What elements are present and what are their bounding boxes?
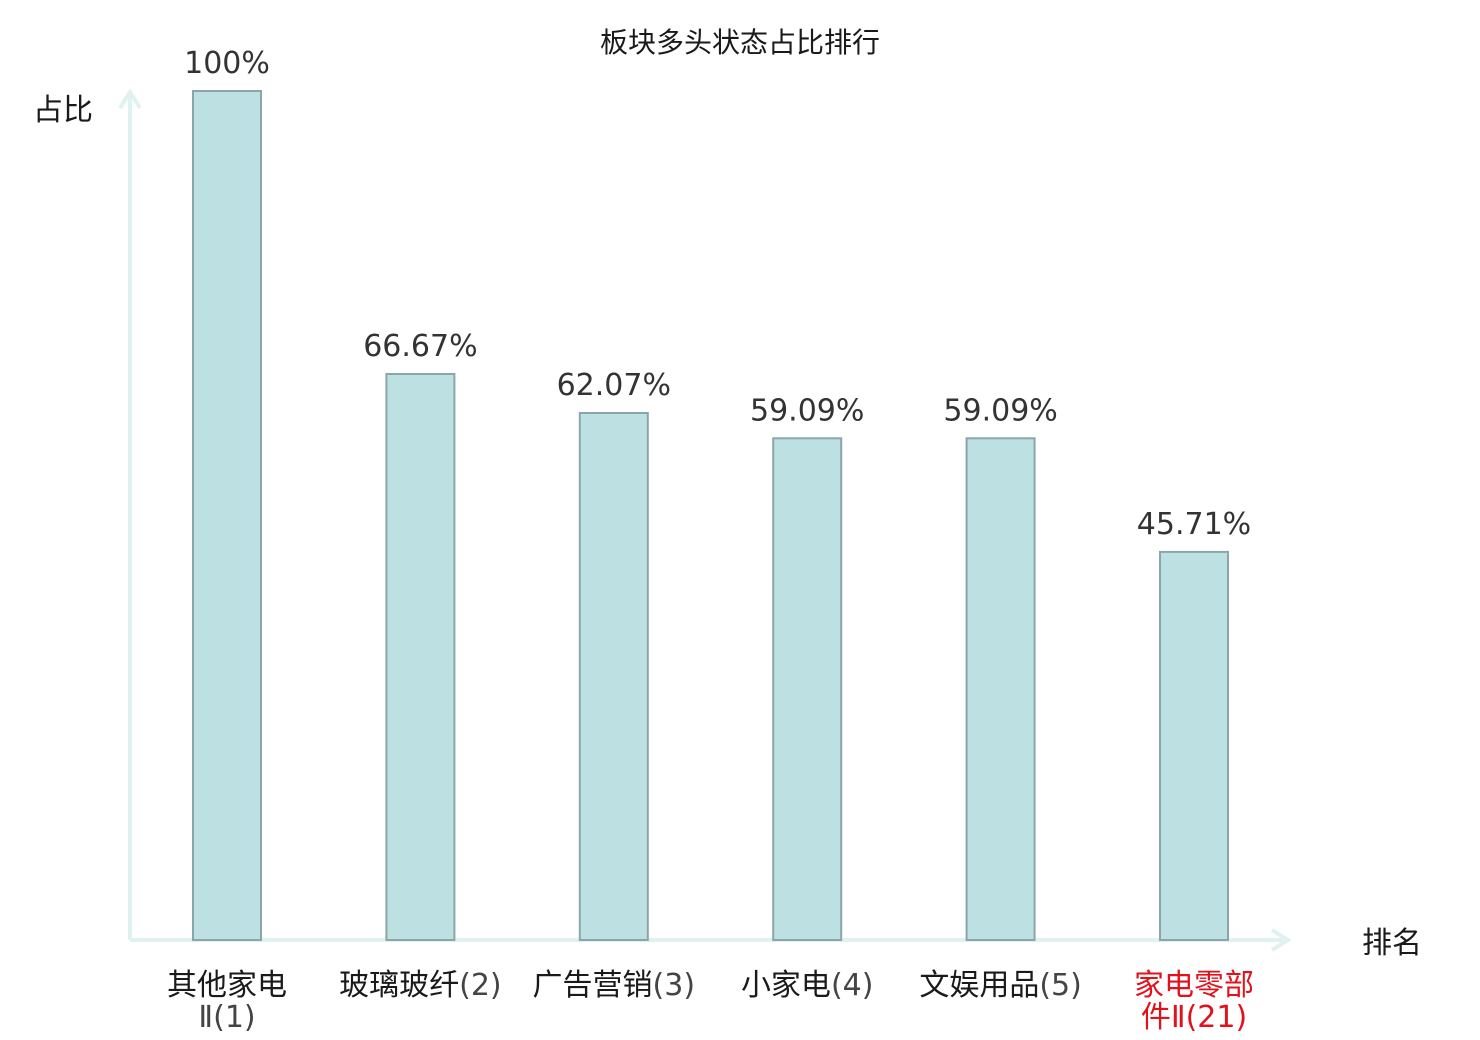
bar-1 <box>192 90 262 941</box>
bar-5 <box>965 437 1036 941</box>
value-labels-group: 100% 66.67% 62.07% 59.09% 59.09% 45.71% <box>184 46 1251 542</box>
bar-3 <box>578 412 649 941</box>
value-label-4: 59.09% <box>750 393 864 428</box>
value-label-2: 66.67% <box>363 329 477 364</box>
bars-group <box>192 90 1229 942</box>
y-axis-label: 占比 <box>33 93 93 128</box>
value-label-1: 100% <box>184 46 270 81</box>
x-tick-label-2: 玻璃玻纤(2) <box>339 968 502 1003</box>
x-tick-label-4: 小家电(4) <box>741 968 874 1003</box>
x-tick-label-1-line2: Ⅱ(1) <box>198 1000 255 1035</box>
x-tick-label-6-line2: 件Ⅱ(21) <box>1141 1000 1247 1035</box>
x-tick-label-5: 文娱用品(5) <box>919 968 1082 1003</box>
value-label-6: 45.71% <box>1137 507 1251 542</box>
x-axis-arrow <box>1270 928 1292 952</box>
bar-4 <box>772 437 843 941</box>
bar-6 <box>1159 550 1229 942</box>
x-axis-label: 排名 <box>1362 926 1422 961</box>
y-axis-arrow <box>118 88 142 110</box>
x-tick-label-3: 广告营销(3) <box>533 968 696 1003</box>
x-tick-label-1: 其他家电 <box>167 968 287 1003</box>
chart-title: 板块多头状态占比排行 <box>600 26 880 59</box>
value-label-5: 59.09% <box>943 393 1057 428</box>
bar-2 <box>385 373 456 941</box>
value-label-3: 62.07% <box>557 368 671 403</box>
axes <box>118 88 1292 952</box>
x-tick-label-6: 家电零部 <box>1134 968 1254 1003</box>
